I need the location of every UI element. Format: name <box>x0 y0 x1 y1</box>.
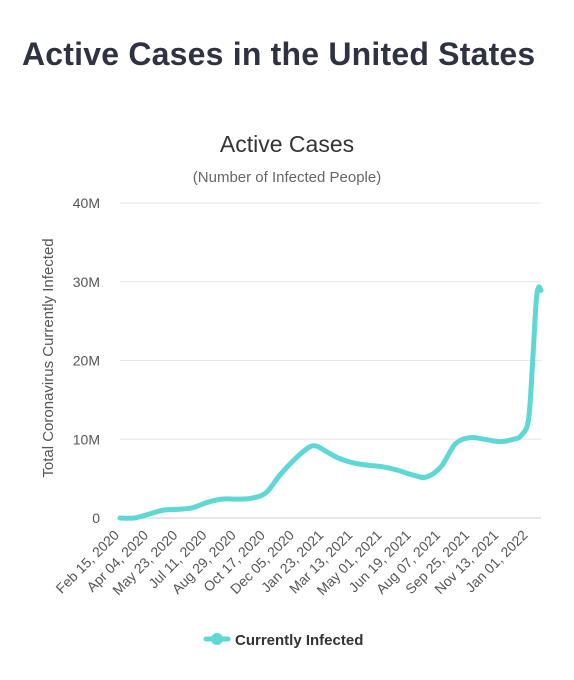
page-heading: Active Cases in the United States <box>22 36 536 72</box>
gridlines <box>120 202 541 519</box>
series-layer <box>117 284 544 521</box>
y-tick-label: 20M <box>73 353 100 369</box>
series-line-currently-infected[interactable] <box>117 284 544 521</box>
y-tick-label: 30M <box>73 274 100 290</box>
chart-subtitle: (Number of Infected People) <box>193 169 381 186</box>
y-tick-label: 0 <box>92 510 100 526</box>
y-axis-title: Total Coronavirus Currently Infected <box>40 238 57 477</box>
legend[interactable]: Currently Infected <box>203 632 363 649</box>
y-tick-label: 40M <box>73 195 100 211</box>
legend-label[interactable]: Currently Infected <box>235 632 363 649</box>
y-tick-label: 10M <box>73 431 100 447</box>
y-axis-ticks: 0 10M 20M 30M 40M <box>73 195 100 526</box>
chart-title: Active Cases <box>220 131 354 157</box>
legend-swatch-marker <box>211 633 223 645</box>
